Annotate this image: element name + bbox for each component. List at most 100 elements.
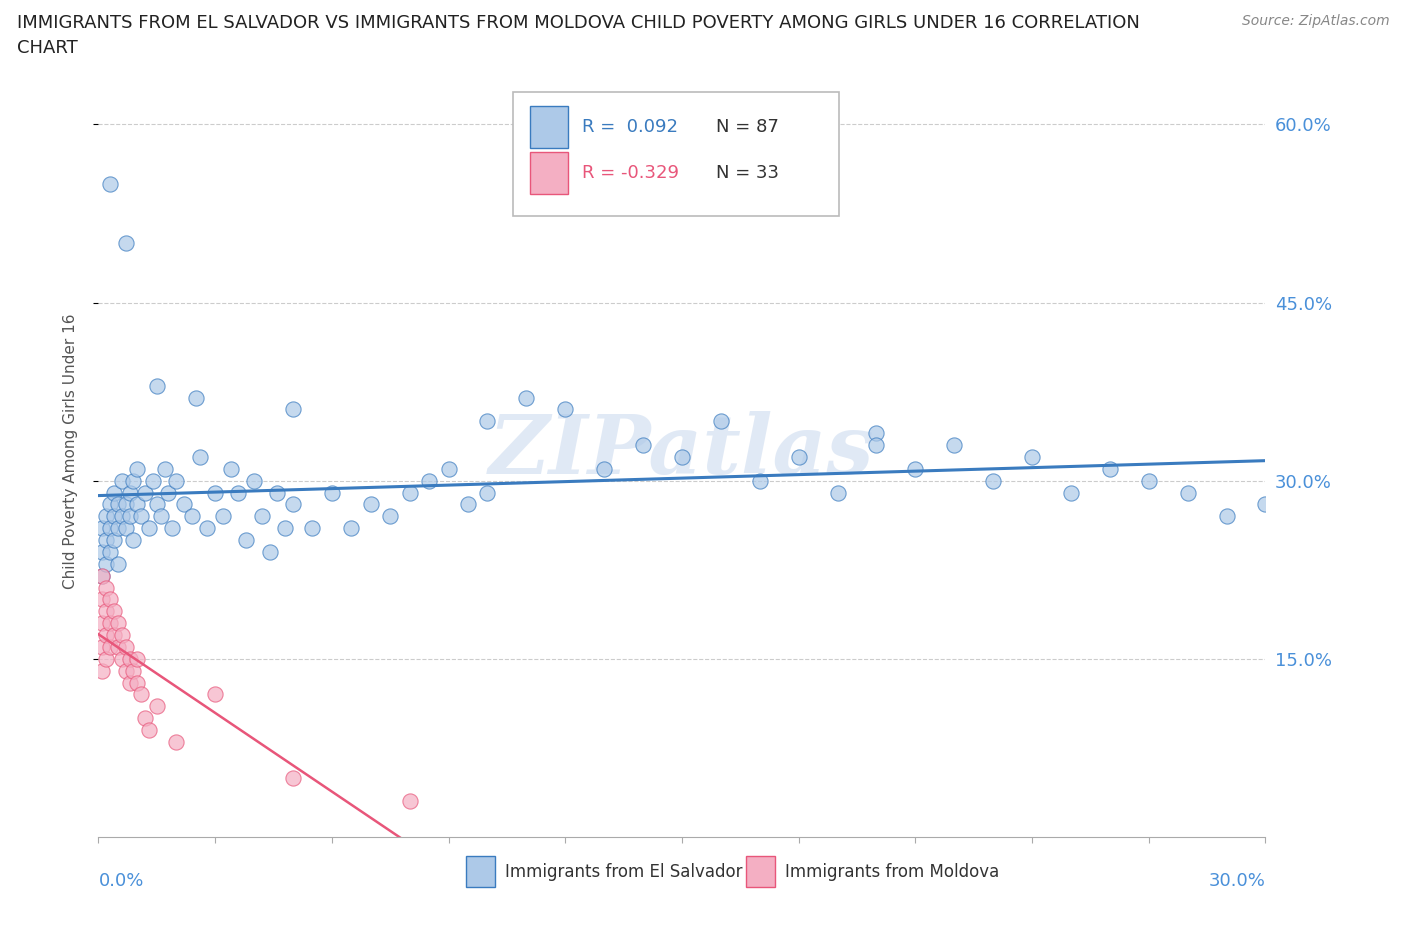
Point [204, 687, 226, 702]
Point [98, 521, 121, 536]
Text: Source: ZipAtlas.com: Source: ZipAtlas.com [1241, 14, 1389, 28]
Point [127, 461, 149, 476]
Point [114, 521, 136, 536]
Point [235, 533, 257, 548]
FancyBboxPatch shape [747, 857, 775, 887]
Point [118, 675, 141, 690]
Point [91, 663, 114, 678]
Point [157, 485, 180, 500]
Point [91, 568, 114, 583]
Text: 30.0%: 30.0% [1209, 871, 1265, 890]
Point [98, 640, 121, 655]
Point [103, 485, 125, 500]
Point [103, 509, 125, 524]
Point [91, 568, 114, 583]
Point [98, 545, 121, 560]
Point [118, 485, 141, 500]
Point [129, 509, 152, 524]
Text: CHART: CHART [17, 39, 77, 57]
FancyBboxPatch shape [465, 857, 495, 887]
Point [219, 461, 242, 476]
Point [195, 521, 218, 536]
Point [107, 556, 129, 571]
Point [134, 711, 156, 725]
Point [91, 521, 114, 536]
Point [146, 379, 169, 393]
Point [96, 509, 118, 524]
Point [281, 497, 304, 512]
Point [748, 473, 770, 488]
Point [259, 545, 281, 560]
Point [1177, 485, 1199, 500]
Point [114, 236, 136, 251]
Text: Immigrants from Moldova: Immigrants from Moldova [785, 863, 998, 881]
Point [243, 473, 266, 488]
Point [281, 770, 304, 785]
Point [122, 533, 145, 548]
Point [865, 426, 887, 441]
Point [180, 509, 202, 524]
Point [437, 461, 460, 476]
Text: N = 33: N = 33 [716, 165, 779, 182]
Point [146, 699, 169, 714]
Point [418, 473, 440, 488]
Point [103, 604, 125, 618]
Point [127, 675, 149, 690]
Point [138, 521, 160, 536]
Point [96, 651, 118, 666]
Point [321, 485, 343, 500]
Point [162, 521, 184, 536]
Point [118, 509, 141, 524]
Point [134, 485, 156, 500]
Text: N = 87: N = 87 [716, 118, 779, 136]
Text: IMMIGRANTS FROM EL SALVADOR VS IMMIGRANTS FROM MOLDOVA CHILD POVERTY AMONG GIRLS: IMMIGRANTS FROM EL SALVADOR VS IMMIGRANT… [17, 14, 1140, 32]
Point [1254, 497, 1277, 512]
Point [107, 640, 129, 655]
Point [827, 485, 849, 500]
Point [114, 497, 136, 512]
Point [91, 592, 114, 607]
Point [981, 473, 1004, 488]
Point [710, 414, 733, 429]
Point [149, 509, 172, 524]
Point [398, 485, 420, 500]
Text: R = -0.329: R = -0.329 [582, 165, 679, 182]
Point [281, 402, 304, 417]
Point [274, 521, 297, 536]
Point [129, 687, 152, 702]
Text: Immigrants from El Salvador: Immigrants from El Salvador [505, 863, 742, 881]
Point [188, 449, 211, 464]
Point [138, 723, 160, 737]
Point [98, 177, 121, 192]
Point [98, 616, 121, 631]
Point [111, 473, 134, 488]
Point [114, 640, 136, 655]
Point [91, 545, 114, 560]
Point [360, 497, 382, 512]
Point [142, 473, 165, 488]
Point [340, 521, 363, 536]
Point [118, 651, 141, 666]
Point [127, 497, 149, 512]
Point [1060, 485, 1083, 500]
Point [103, 628, 125, 643]
Point [153, 461, 176, 476]
Point [91, 640, 114, 655]
Point [671, 449, 693, 464]
Point [111, 651, 134, 666]
Point [96, 556, 118, 571]
Point [554, 402, 576, 417]
Point [250, 509, 273, 524]
Point [865, 438, 887, 453]
Point [146, 497, 169, 512]
Point [266, 485, 288, 500]
Point [96, 580, 118, 595]
Point [787, 449, 810, 464]
Point [477, 414, 499, 429]
Point [96, 533, 118, 548]
Point [114, 663, 136, 678]
Point [1021, 449, 1043, 464]
Point [515, 391, 537, 405]
Text: ZIPatlas: ZIPatlas [489, 411, 875, 491]
Point [173, 497, 195, 512]
